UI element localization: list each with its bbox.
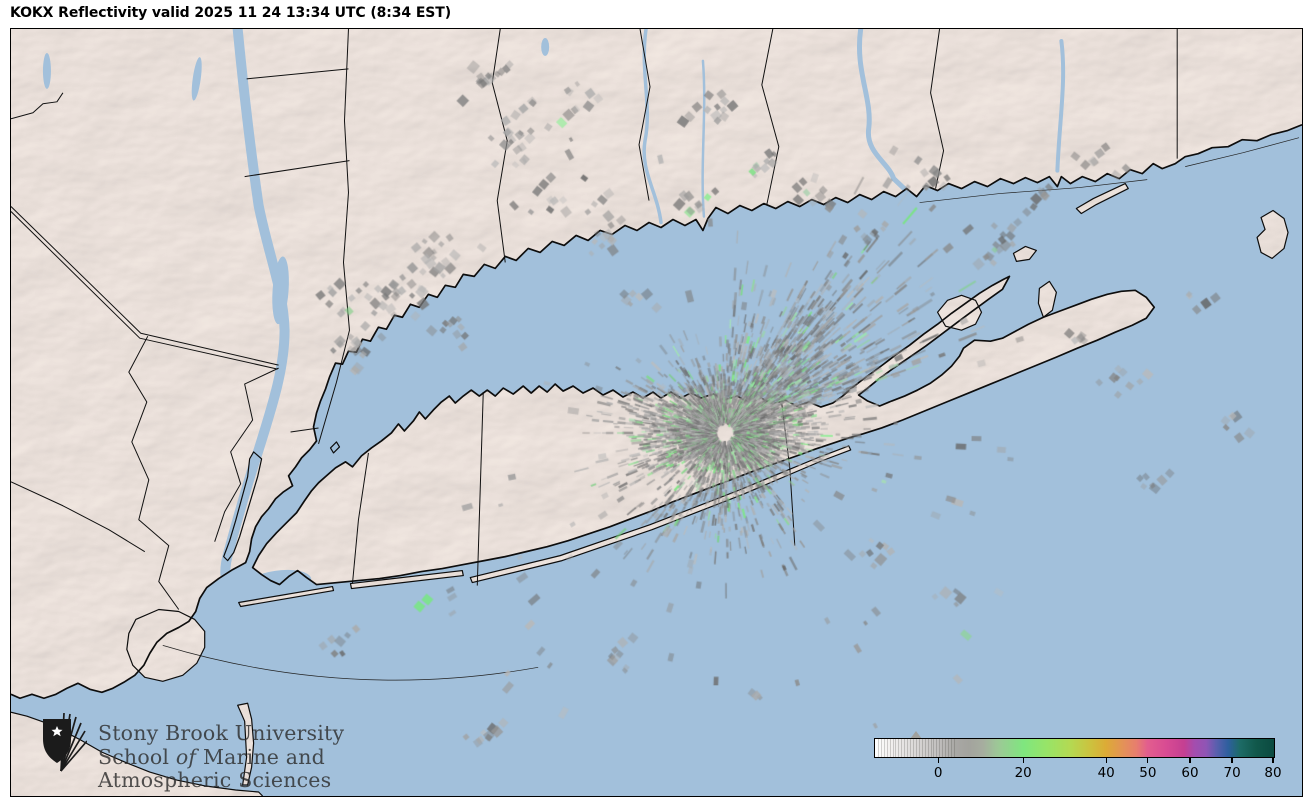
logo-line-3: Atmospheric Sciences <box>98 768 332 792</box>
sbu-logo-text: Stony Brook University School of Marine … <box>98 709 344 793</box>
colorbar-tick-label: 20 <box>1014 765 1032 781</box>
colorbar-tick-label: 40 <box>1097 765 1115 781</box>
sbu-logo: Stony Brook University School of Marine … <box>41 709 344 793</box>
sbu-shield-icon <box>43 713 87 772</box>
logo-line-2: School of Marine and <box>98 744 325 769</box>
colorbar-tick <box>1105 758 1107 763</box>
logo-line-1: Stony Brook University <box>98 721 345 745</box>
colorbar-gradient <box>874 738 1275 758</box>
reflectivity-colorbar: 0 20 40 50 60 70 80 <box>874 729 1282 783</box>
colorbar-tick-label: 0 <box>933 765 943 781</box>
colorbar-tick <box>1189 758 1191 763</box>
colorbar-tick <box>1147 758 1149 763</box>
colorbar-tick-label: 80 <box>1264 765 1282 781</box>
colorbar-tick-label: 60 <box>1181 765 1199 781</box>
colorbar-tick-label: 50 <box>1139 765 1157 781</box>
page-title: KOKX Reflectivity valid 2025 11 24 13:34… <box>10 5 452 21</box>
colorbar-tick <box>937 758 939 763</box>
colorbar-marker <box>910 731 923 739</box>
colorbar-tick <box>1231 758 1233 763</box>
map-frame: Stony Brook University School of Marine … <box>10 28 1303 797</box>
colorbar-tick-label: 70 <box>1223 765 1241 781</box>
colorbar-tick <box>1022 758 1024 763</box>
colorbar-tick <box>1272 758 1274 763</box>
radar-echo-layer <box>11 29 1302 796</box>
